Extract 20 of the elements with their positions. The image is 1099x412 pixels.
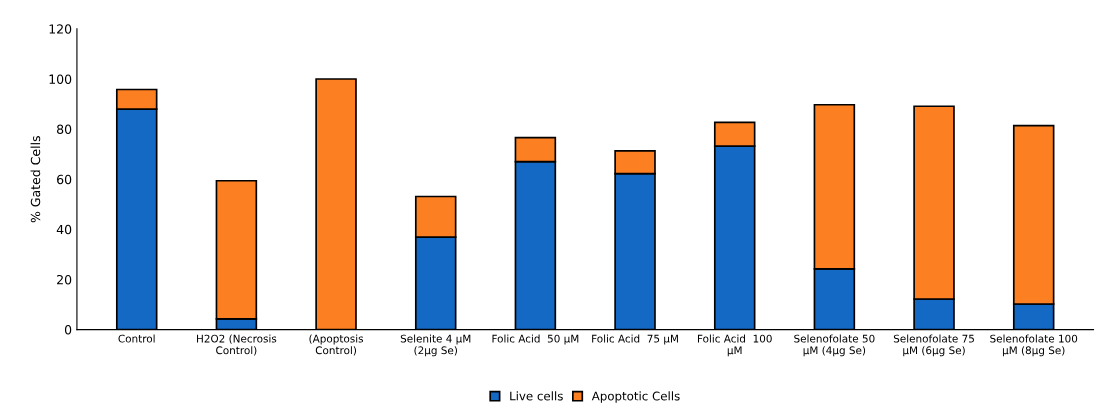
x-tick-label: (Apoptosis Control) xyxy=(309,334,364,356)
y-tick-label: 0 xyxy=(64,325,72,335)
y-tick-label: 120 xyxy=(49,24,72,34)
x-tick-label: Selenofolate 100 µM (8µg Se) xyxy=(990,334,1078,357)
y-tick-label: 80 xyxy=(57,124,72,135)
legend-label: Apoptotic Cells xyxy=(591,391,680,403)
x-tick-label: H2O2 (Necrosis Control) xyxy=(197,334,277,356)
x-tick-label: Folic Acid 50 µM xyxy=(492,334,579,345)
y-tick-label: 20 xyxy=(57,274,72,285)
x-tick-label: Folic Acid 100 µM xyxy=(697,334,772,357)
y-tick-label: 60 xyxy=(57,174,72,185)
x-tick-label: Folic Acid 75 µM xyxy=(592,334,678,345)
y-axis-title: % Gated Cells xyxy=(30,136,41,223)
x-tick-label: Selenofolate 50 µM (4µg Se) xyxy=(794,334,875,357)
x-tick-label: Control xyxy=(118,334,155,343)
x-tick-label: Selenofolate 75 µM (6µg Se) xyxy=(893,334,974,357)
legend-label: Live cells xyxy=(510,391,563,401)
y-tick-label: 100 xyxy=(49,74,72,84)
y-tick-label: 40 xyxy=(56,224,72,235)
x-tick-label: Selenite 4 µM (2µg Se) xyxy=(400,334,471,357)
